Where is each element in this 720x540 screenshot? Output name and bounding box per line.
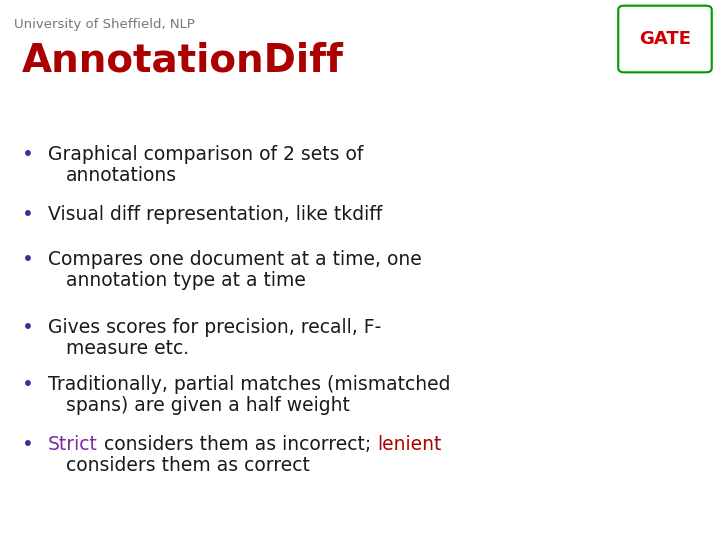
Text: measure etc.: measure etc.	[66, 339, 189, 358]
Text: considers them as incorrect;: considers them as incorrect;	[98, 435, 377, 454]
Text: •: •	[22, 375, 34, 394]
Text: •: •	[22, 145, 34, 164]
Text: Visual diff representation, like tkdiff: Visual diff representation, like tkdiff	[48, 205, 382, 224]
Text: •: •	[22, 318, 34, 337]
Text: Traditionally, partial matches (mismatched: Traditionally, partial matches (mismatch…	[48, 375, 451, 394]
Text: •: •	[22, 250, 34, 269]
Text: annotations: annotations	[66, 166, 177, 185]
Text: annotation type at a time: annotation type at a time	[66, 271, 306, 290]
Text: Gives scores for precision, recall, F-: Gives scores for precision, recall, F-	[48, 318, 382, 337]
Text: considers them as correct: considers them as correct	[66, 456, 310, 475]
Text: •: •	[22, 205, 34, 224]
Text: AnnotationDiff: AnnotationDiff	[22, 42, 344, 80]
Text: Graphical comparison of 2 sets of: Graphical comparison of 2 sets of	[48, 145, 364, 164]
Text: •: •	[22, 435, 34, 454]
Text: Strict: Strict	[48, 435, 98, 454]
Text: lenient: lenient	[377, 435, 441, 454]
Text: Compares one document at a time, one: Compares one document at a time, one	[48, 250, 422, 269]
Text: spans) are given a half weight: spans) are given a half weight	[66, 396, 350, 415]
Text: University of Sheffield, NLP: University of Sheffield, NLP	[14, 18, 195, 31]
Text: GATE: GATE	[639, 30, 691, 48]
